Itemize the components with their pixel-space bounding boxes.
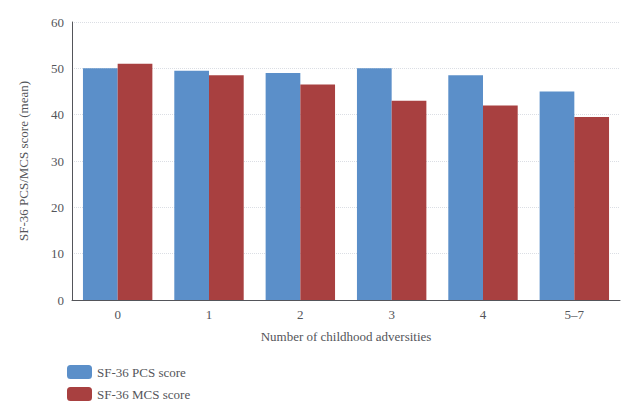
svg-text:1: 1 <box>206 307 213 322</box>
svg-text:SF-36 PCS/MCS score (mean): SF-36 PCS/MCS score (mean) <box>16 81 31 241</box>
svg-text:0: 0 <box>58 293 65 308</box>
svg-text:60: 60 <box>51 15 64 30</box>
svg-text:50: 50 <box>51 61 64 76</box>
svg-text:3: 3 <box>388 307 395 322</box>
svg-text:2: 2 <box>297 307 304 322</box>
svg-text:20: 20 <box>51 200 64 215</box>
svg-text:0: 0 <box>114 307 121 322</box>
svg-text:10: 10 <box>51 246 64 261</box>
svg-text:40: 40 <box>51 107 64 122</box>
svg-text:5–7: 5–7 <box>565 307 585 322</box>
svg-text:SF-36 PCS score: SF-36 PCS score <box>97 365 186 380</box>
svg-text:4: 4 <box>480 307 487 322</box>
svg-text:SF-36 MCS score: SF-36 MCS score <box>97 387 190 402</box>
svg-text:30: 30 <box>51 154 64 169</box>
svg-text:Number of childhood adversitie: Number of childhood adversities <box>261 329 432 344</box>
